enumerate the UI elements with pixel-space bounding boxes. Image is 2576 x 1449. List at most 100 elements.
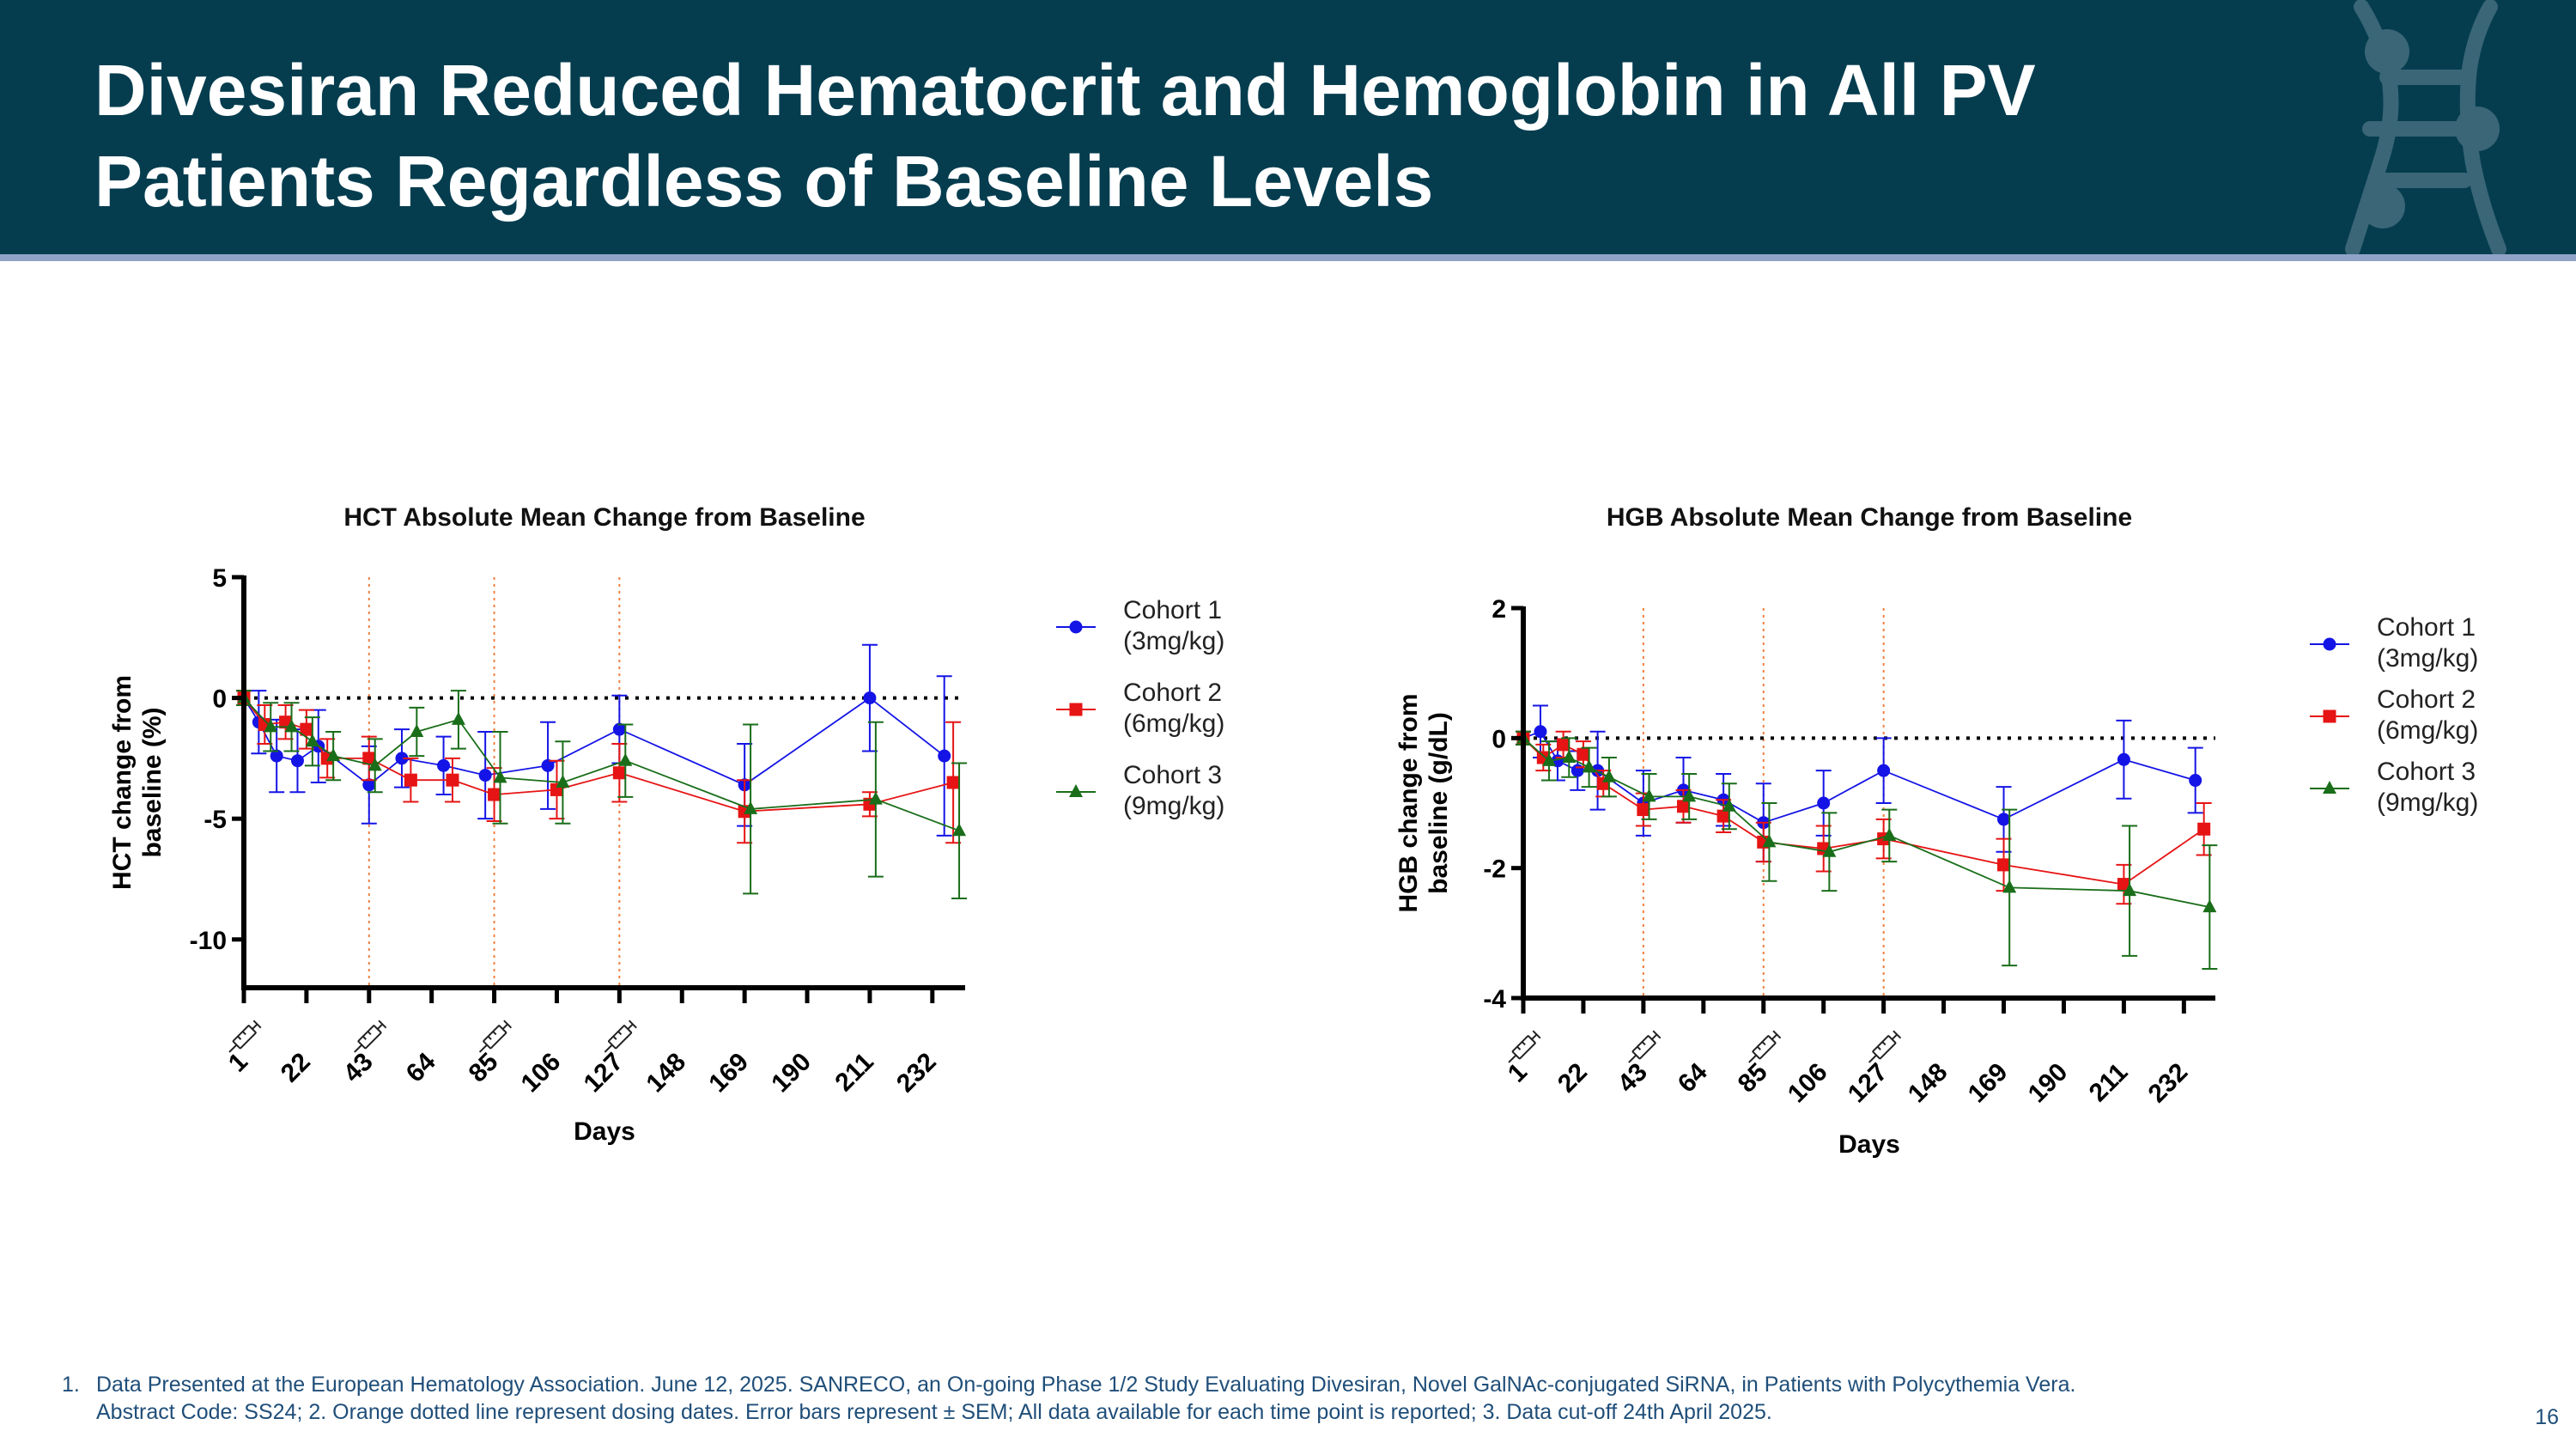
syringe-needle: [1628, 1054, 1637, 1063]
syringe-mark: [617, 1031, 623, 1036]
y-tick-label: -2: [1483, 855, 1506, 884]
data-point: [863, 691, 877, 705]
syringe-plunger-cap: [628, 1020, 637, 1029]
data-point: [410, 723, 424, 737]
legend-label: Cohort 1 (3mg/kg): [1123, 596, 1224, 655]
legend-entry-cohort-2: Cohort 2 (6mg/kg): [1056, 679, 1224, 738]
y-tick-label: -5: [204, 806, 227, 834]
legend-label: Cohort 3 (9mg/kg): [2377, 758, 2478, 817]
y-tick-label: -4: [1483, 985, 1506, 1014]
data-point: [1642, 788, 1656, 802]
x-tick-label: 127: [1843, 1058, 1893, 1109]
syringe-mark: [1761, 1041, 1766, 1046]
data-point: [556, 775, 570, 788]
syringe-plunger-cap: [252, 1020, 262, 1029]
data-point: [1562, 750, 1577, 764]
legend-marker: [1069, 784, 1083, 797]
syringe-plunger: [252, 1023, 258, 1030]
legend-label-line: Cohort 3: [2377, 758, 2476, 786]
data-point: [488, 788, 501, 801]
hgb-chart: HGB Absolute Mean Change from Baseline 2 0…: [1365, 481, 2567, 1185]
syringe-needle: [1868, 1054, 1877, 1063]
series-cohort-3: [236, 690, 968, 899]
data-point: [2189, 774, 2202, 788]
data-point: [395, 752, 409, 765]
x-tick-label: 22: [1552, 1058, 1593, 1099]
footnote-text: Abstract Code: SS24; 2. Orange dotted li…: [96, 1400, 1772, 1424]
x-tick-label: 211: [2084, 1058, 2134, 1108]
data-point: [404, 773, 417, 787]
syringe-icon: [604, 1020, 637, 1053]
syringe-mark: [1881, 1041, 1886, 1046]
x-tick-label: 232: [2143, 1058, 2194, 1109]
legend-label-line: (9mg/kg): [1123, 792, 1224, 820]
syringe-mark: [241, 1031, 246, 1036]
x-tick-label: 43: [1613, 1058, 1653, 1099]
legend-label: Cohort 2 (6mg/kg): [2377, 685, 2478, 745]
syringe-needle: [1508, 1054, 1517, 1063]
y-tick-label: -10: [190, 927, 227, 955]
chart-title: HCT Absolute Mean Change from Baseline: [343, 503, 865, 532]
data-point: [368, 758, 382, 771]
y-axis-label: HGB change frombaseline (g/dL): [1394, 693, 1453, 912]
syringe-plunger: [1531, 1033, 1538, 1040]
data-point: [1582, 759, 1596, 773]
footnote-2: Abstract Code: SS24; 2. Orange dotted li…: [62, 1398, 2466, 1426]
syringe-mark: [362, 1035, 367, 1040]
x-tick-label: 1: [223, 1048, 253, 1078]
series-line: [1522, 730, 2196, 824]
legend-entry-cohort-2: Cohort 2 (6mg/kg): [2310, 685, 2478, 745]
chart-svg: HGB Absolute Mean Change from Baseline 2 0…: [1394, 503, 2478, 1159]
chart-svg: HCT Absolute Mean Change from Baseline 5 0…: [108, 503, 1224, 1146]
syringe-mark: [1756, 1045, 1761, 1050]
syringe-plunger: [1651, 1033, 1658, 1040]
y-axis-label-line: baseline (%): [138, 707, 167, 857]
legend-label-line: (6mg/kg): [1123, 709, 1224, 738]
data-point: [284, 719, 299, 733]
footnote-text: Data Presented at the European Hematolog…: [96, 1373, 2076, 1397]
syringe-needle: [478, 1044, 488, 1053]
series-cohort-1: [236, 643, 952, 837]
data-point: [1557, 738, 1571, 752]
data-point: [1577, 747, 1590, 761]
legend-marker: [2323, 781, 2336, 794]
data-point: [1534, 725, 1547, 739]
series-line: [1522, 737, 2205, 886]
syringe-barrel: [1752, 1035, 1777, 1060]
x-axis-label: Days: [574, 1117, 635, 1146]
x-tick-label: 148: [641, 1048, 691, 1099]
x-tick-label: 127: [579, 1048, 629, 1099]
data-point: [300, 722, 313, 736]
x-tick-label: 169: [703, 1048, 754, 1099]
hct-chart: HCT Absolute Mean Change from Baseline 5 0…: [86, 481, 1288, 1168]
data-point: [2002, 880, 2017, 893]
legend-label-line: (6mg/kg): [2377, 716, 2478, 745]
data-point: [1682, 788, 1697, 802]
legend-entry-cohort-1: Cohort 1 (3mg/kg): [2310, 613, 2478, 673]
legend-entry-cohort-1: Cohort 1 (3mg/kg): [1056, 596, 1224, 655]
data-point: [1541, 752, 1556, 766]
x-tick-label: 232: [891, 1048, 942, 1099]
x-tick-label: 1: [1503, 1058, 1533, 1088]
data-point: [1716, 809, 1730, 823]
data-point: [868, 791, 883, 805]
data-point: [2197, 822, 2211, 836]
legend-label-line: (3mg/kg): [2377, 644, 2478, 673]
x-axis-label: Days: [1838, 1130, 1900, 1159]
y-axis-label: HCT change frombaseline (%): [108, 675, 167, 890]
data-point: [612, 766, 626, 780]
legend-label-line: (3mg/kg): [1123, 627, 1224, 655]
syringe-icon: [1868, 1030, 1902, 1063]
syringe-mark: [1641, 1041, 1646, 1046]
data-point: [2117, 878, 2130, 892]
data-point: [2202, 899, 2217, 913]
syringe-icon: [1508, 1030, 1541, 1063]
syringe-plunger-cap: [1772, 1030, 1782, 1039]
chart-title: HGB Absolute Mean Change from Baseline: [1607, 503, 2132, 532]
syringe-mark: [237, 1035, 242, 1040]
page-number: 16: [2535, 1405, 2559, 1429]
legend-label-line: Cohort 2: [1123, 679, 1222, 707]
series-line: [243, 697, 954, 813]
data-point: [305, 734, 319, 747]
footnotes: 1. Data Presented at the European Hemato…: [62, 1371, 2466, 1426]
